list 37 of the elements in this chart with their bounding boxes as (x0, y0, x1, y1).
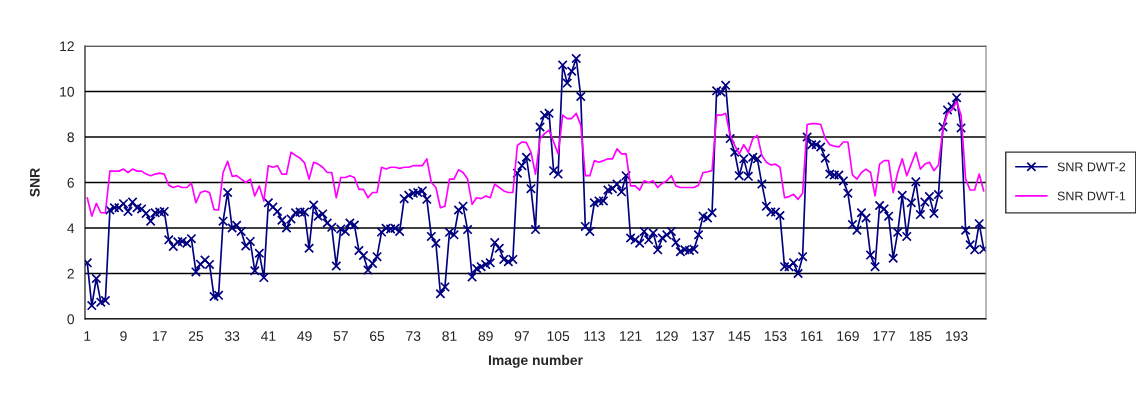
x-tick-label: 89 (478, 331, 493, 342)
x-tick-label: 17 (153, 331, 167, 341)
x-tick-label: 177 (873, 331, 896, 341)
y-tick-label: 8 (67, 132, 74, 143)
x-tick-label: 33 (224, 331, 240, 342)
x-tick-label: 113 (584, 331, 605, 342)
y-tick-label: 0 (67, 314, 75, 325)
x-axis-title: Image number (488, 354, 583, 368)
x-tick-label: 153 (764, 331, 787, 342)
x-tick-label: 193 (946, 331, 968, 342)
x-tick-label: 161 (801, 331, 823, 342)
x-tick-label: 185 (909, 331, 932, 342)
x-tick-label: 41 (260, 331, 276, 341)
y-tick-label: 10 (60, 86, 75, 97)
y-tick-label: 4 (67, 223, 75, 234)
x-tick-label: 49 (297, 331, 312, 342)
x-tick-label: 97 (514, 331, 529, 342)
legend-label: SNR DWT-1 (1057, 191, 1126, 201)
x-tick-label: 25 (188, 331, 204, 342)
x-tick-label: 9 (120, 331, 127, 342)
x-tick-label: 65 (370, 331, 385, 342)
x-tick-label: 81 (442, 331, 457, 342)
y-axis-title: SNR (29, 168, 40, 197)
x-tick-label: 129 (656, 331, 678, 342)
x-tick-label: 1 (84, 331, 91, 341)
line-series (86, 100, 985, 218)
x-tick-label: 73 (406, 331, 421, 342)
x-tick-label: 57 (333, 331, 348, 342)
legend-label: SNR DWT-2 (1057, 162, 1126, 172)
x-tick-label: 145 (728, 331, 751, 342)
x-tick-label: 169 (837, 331, 859, 342)
y-tick-label: 12 (60, 41, 74, 52)
y-tick-label: 2 (67, 268, 74, 279)
y-tick-label: 6 (67, 177, 74, 188)
x-tick-label: 137 (692, 331, 714, 342)
x-tick-label: 121 (620, 331, 642, 341)
x-tick-label: 105 (547, 331, 570, 342)
